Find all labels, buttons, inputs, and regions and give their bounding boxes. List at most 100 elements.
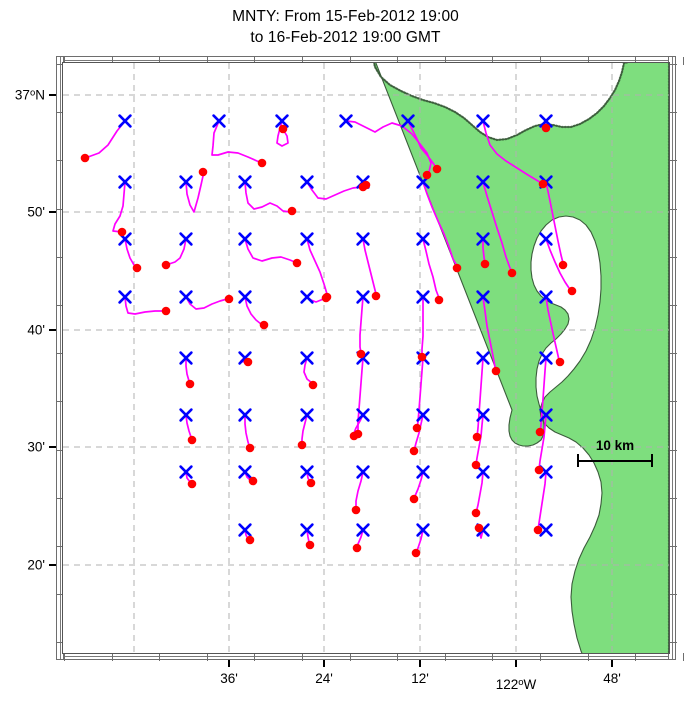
- release-point-marker: [118, 114, 132, 128]
- frame-segment-divider: [159, 653, 161, 661]
- trajectory-track: [416, 357, 424, 429]
- frame-band-bottom: [56, 652, 684, 661]
- x-axis-tick-1: [323, 660, 325, 667]
- trajectory-track: [185, 171, 204, 213]
- land-polygon: [373, 63, 669, 653]
- endpoint-marker: [187, 435, 197, 445]
- map-axes: 10 km: [56, 56, 684, 661]
- endpoint-marker: [417, 352, 427, 362]
- y-axis-tick-3: [49, 446, 56, 448]
- endpoint-marker: [434, 295, 444, 305]
- frame-segment-divider: [669, 594, 677, 596]
- frame-segment-divider: [57, 208, 65, 210]
- title-line-1: MNTY: From 15-Feb-2012 19:00: [232, 8, 459, 25]
- frame-segment-divider: [254, 653, 256, 661]
- frame-segment-divider: [444, 57, 446, 65]
- frame-segment-divider: [64, 653, 65, 661]
- frame-segment-divider: [635, 57, 637, 65]
- endpoint-marker: [305, 540, 315, 550]
- trajectory-track: [413, 414, 424, 452]
- y-axis-label-0: 37oN: [14, 87, 45, 103]
- release-point-marker: [238, 523, 252, 537]
- frame-segment-divider: [669, 642, 677, 644]
- release-point-marker: [356, 523, 370, 537]
- release-point-marker: [179, 232, 193, 246]
- frame-segment-divider: [57, 497, 65, 499]
- endpoint-marker: [356, 349, 366, 359]
- y-axis-label-4: 20': [27, 557, 45, 573]
- endpoint-marker: [198, 167, 208, 177]
- endpoint-marker: [371, 291, 381, 301]
- trajectory-track: [476, 357, 484, 438]
- release-point-marker: [416, 408, 430, 422]
- release-point-marker: [179, 465, 193, 479]
- endpoint-marker: [321, 293, 331, 303]
- trajectory-track: [421, 296, 424, 358]
- frame-segment-divider: [57, 449, 65, 451]
- endpoint-marker: [567, 286, 577, 296]
- endpoint-marker: [361, 180, 371, 190]
- coastline-stipple-north: [373, 63, 669, 653]
- endpoint-marker: [297, 440, 307, 450]
- frame-segment-divider: [669, 112, 677, 114]
- endpoint-marker: [472, 432, 482, 442]
- trajectory-track: [539, 357, 547, 433]
- trajectory-track: [482, 120, 544, 185]
- release-point-marker: [401, 114, 415, 128]
- frame-segment-divider: [57, 112, 65, 114]
- frame-segment-divider: [57, 305, 65, 306]
- frame-segment-divider: [349, 57, 351, 65]
- frame-segment-divider: [397, 653, 399, 661]
- trajectory-track: [475, 414, 484, 466]
- frame-segment-divider: [57, 160, 65, 162]
- endpoint-marker: [351, 505, 361, 515]
- frame-segment-divider: [57, 353, 65, 355]
- release-point-marker: [476, 351, 490, 365]
- release-point-marker: [179, 290, 193, 304]
- y-axis-tick-1: [49, 211, 56, 213]
- endpoint-marker: [185, 379, 195, 389]
- scale-bar-label: 10 km: [595, 438, 635, 453]
- release-point-marker: [416, 290, 430, 304]
- endpoint-marker: [507, 268, 517, 278]
- release-point-marker: [339, 114, 353, 128]
- release-point-marker: [416, 523, 430, 537]
- release-point-marker: [179, 351, 193, 365]
- endpoint-marker: [432, 164, 442, 174]
- frame-segment-divider: [159, 57, 161, 65]
- scale-bar-cap-right: [651, 454, 653, 467]
- release-point-marker: [476, 175, 490, 189]
- release-point-marker: [238, 232, 252, 246]
- frame-segment-divider: [635, 653, 637, 661]
- release-point-marker: [300, 523, 314, 537]
- endpoint-marker: [541, 123, 551, 133]
- trajectory-track: [482, 181, 513, 274]
- release-point-marker: [212, 114, 226, 128]
- frame-segment-divider: [349, 653, 351, 661]
- frame-segment-divider: [302, 57, 303, 65]
- frame-segment-divider: [669, 256, 677, 258]
- release-point-marker: [179, 175, 193, 189]
- trajectory-track: [538, 414, 547, 471]
- frame-segment-divider: [669, 401, 677, 403]
- endpoint-marker: [491, 366, 501, 376]
- frame-segment-divider: [540, 57, 541, 65]
- endpoint-marker: [257, 158, 267, 168]
- release-point-marker: [476, 232, 490, 246]
- frame-segment-divider: [57, 546, 65, 547]
- endpoint-marker: [533, 525, 543, 535]
- frame-segment-divider: [492, 57, 494, 65]
- frame-segment-divider: [669, 546, 677, 547]
- release-point-marker: [118, 175, 132, 189]
- trajectory-track: [407, 120, 438, 170]
- release-point-marker: [356, 465, 370, 479]
- x-axis-tick-2: [419, 660, 421, 667]
- trajectory-track: [124, 296, 167, 315]
- y-axis-tick-4: [49, 564, 56, 566]
- trajectory-track: [357, 357, 364, 435]
- endpoint-marker: [259, 320, 269, 330]
- trajectory-track: [112, 181, 126, 233]
- x-axis-label-2: 12': [411, 671, 429, 686]
- release-point-marker: [356, 290, 370, 304]
